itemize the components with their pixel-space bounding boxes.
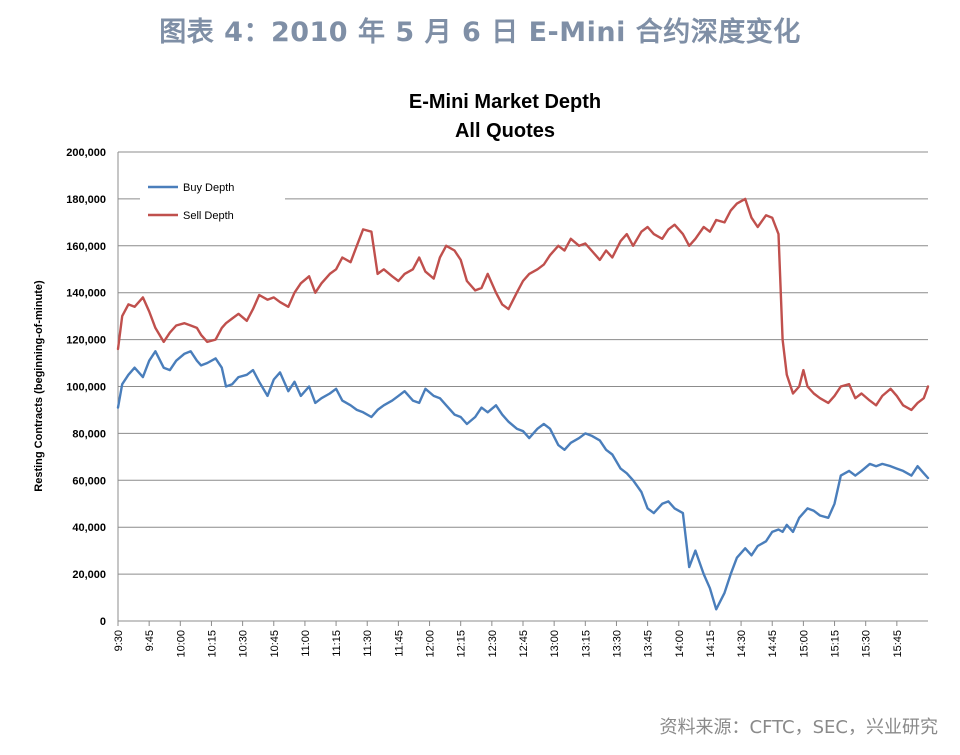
y-axis-ticks: 0 20,000 40,000 60,000 80,000 100,000 120,000 1…	[66, 147, 106, 628]
y-tick-label: 200,000	[66, 147, 106, 159]
y-tick-label: 100,000	[66, 382, 106, 394]
grid-lines	[117, 151, 928, 622]
x-tick-label: 9:45	[144, 630, 156, 651]
y-tick-label: 20,000	[72, 569, 106, 581]
x-tick-label: 10:15	[206, 630, 218, 658]
x-tick-label: 14:00	[674, 630, 686, 658]
y-tick-label: 160,000	[66, 241, 106, 253]
x-axis-ticks: 9:30 9:45 10:00 10:15 10:30 10:45 11:00 11:15 11…	[113, 621, 904, 658]
series-line-buy-depth	[116, 350, 930, 611]
x-tick-label: 12:30	[487, 630, 499, 658]
x-tick-label: 11:00	[300, 630, 312, 657]
x-tick-label: 10:00	[175, 630, 187, 658]
x-tick-label: 9:30	[113, 630, 125, 651]
x-tick-label: 12:15	[456, 630, 468, 658]
y-tick-label: 140,000	[66, 288, 106, 300]
x-tick-label: 15:00	[798, 630, 810, 658]
x-tick-label: 15:15	[830, 630, 842, 658]
y-tick-label: 0	[100, 616, 106, 628]
x-tick-label: 11:45	[393, 630, 405, 657]
y-tick-label: 180,000	[66, 194, 106, 206]
y-tick-label: 60,000	[72, 475, 106, 487]
x-tick-label: 10:30	[238, 630, 250, 658]
x-tick-label: 13:45	[643, 630, 655, 658]
figure-title: 图表 4：2010 年 5 月 6 日 E-Mini 合约深度变化	[159, 17, 801, 48]
y-tick-label: 40,000	[72, 522, 106, 534]
series-layer	[116, 197, 930, 611]
y-tick-label: 120,000	[66, 335, 106, 347]
chart-title: E-Mini Market Depth	[409, 91, 601, 113]
x-tick-label: 10:45	[269, 630, 281, 658]
x-tick-label: 12:00	[425, 630, 437, 658]
x-tick-label: 14:45	[767, 630, 779, 658]
legend-label: Sell Depth	[183, 210, 234, 222]
legend: Buy Depth Sell Depth	[140, 172, 285, 230]
x-tick-label: 12:45	[518, 630, 530, 658]
legend-label: Buy Depth	[183, 182, 234, 194]
y-axis-label: Resting Contracts (beginning-of-minute)	[33, 280, 45, 492]
source-note: 资料来源：CFTC，SEC，兴业研究	[659, 717, 938, 738]
x-tick-label: 11:15	[331, 630, 343, 657]
series-line-sell-depth	[116, 197, 930, 412]
x-tick-label: 15:30	[861, 630, 873, 658]
x-tick-label: 14:30	[736, 630, 748, 658]
x-tick-label: 13:30	[611, 630, 623, 658]
x-tick-label: 15:45	[892, 630, 904, 658]
y-tick-label: 80,000	[72, 428, 106, 440]
x-tick-label: 13:15	[580, 630, 592, 658]
legend-box	[140, 172, 285, 230]
x-tick-label: 11:30	[362, 630, 374, 657]
x-tick-label: 14:15	[705, 630, 717, 658]
chart-subtitle: All Quotes	[455, 120, 555, 142]
x-tick-label: 13:00	[549, 630, 561, 658]
